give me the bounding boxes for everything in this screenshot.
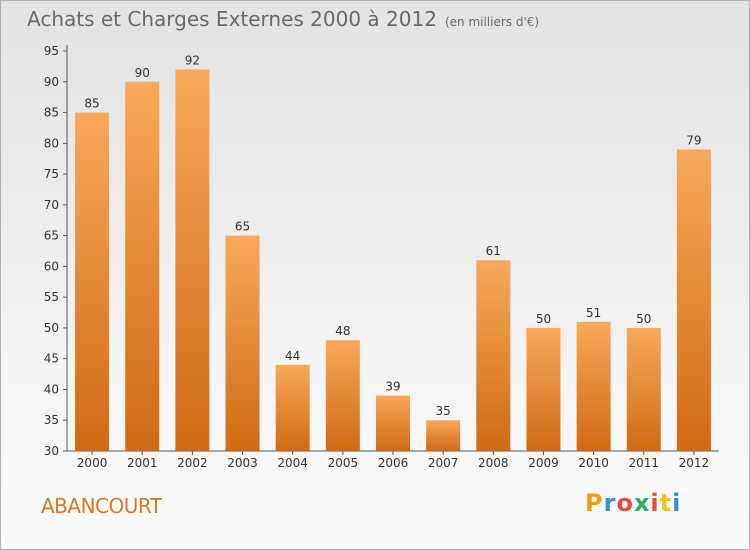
logo-letter: o: [616, 489, 634, 517]
y-tick-label: 65: [44, 229, 59, 243]
x-tick-label: 2001: [127, 456, 158, 470]
y-tick-label: 80: [44, 136, 59, 150]
logo-letter: x: [633, 489, 651, 517]
chart-bars: [75, 69, 711, 452]
x-tick-label: 2005: [328, 456, 359, 470]
bar-2009: [526, 327, 561, 451]
x-tick-label: 2012: [679, 456, 710, 470]
y-tick-label: 55: [44, 290, 59, 304]
y-tick-label: 50: [44, 321, 59, 335]
x-tick-label: 2011: [628, 456, 659, 470]
bar-2007: [426, 420, 461, 451]
chart-labels: 85 2000 90 2001 92 2002 65 2003 44 2004 48 2005 39 20…: [77, 53, 709, 470]
bar-value-label: 50: [636, 312, 651, 326]
bar-2011: [626, 327, 661, 451]
x-tick-label: 2002: [177, 456, 208, 470]
bar-2006: [376, 395, 410, 451]
bar-value-label: 35: [436, 404, 451, 418]
bar-value-label: 48: [335, 324, 350, 338]
bar-value-label: 85: [84, 97, 99, 111]
chart-title-text: Achats et Charges Externes 2000 à 2012: [27, 7, 437, 31]
bar-2012: [676, 149, 711, 451]
logo-letter: i: [672, 489, 682, 517]
y-tick-label: 30: [44, 444, 59, 458]
bar-2010: [576, 321, 611, 451]
bar-2008: [476, 260, 511, 451]
bar-value-label: 61: [486, 244, 501, 258]
proxiti-logo: Proxiti: [585, 489, 681, 517]
bar-2003: [225, 235, 260, 451]
logo-letter: r: [603, 489, 617, 517]
bar-value-label: 39: [385, 380, 400, 394]
chart-subtitle: (en milliers d'€): [444, 15, 540, 29]
bar-value-label: 51: [586, 306, 601, 320]
bar-2000: [75, 112, 110, 452]
commune-name: ABANCOURT: [41, 494, 162, 518]
y-tick-label: 75: [44, 167, 59, 181]
bar-value-label: 50: [536, 312, 551, 326]
bar-value-label: 90: [135, 66, 150, 80]
y-tick-label: 35: [44, 413, 59, 427]
x-tick-label: 2003: [227, 456, 258, 470]
logo-letter: P: [585, 489, 604, 517]
x-tick-label: 2000: [77, 456, 108, 470]
logo-letter: i: [650, 489, 660, 517]
bar-value-label: 65: [235, 220, 250, 234]
y-tick-label: 45: [44, 352, 59, 366]
bar-2005: [325, 340, 360, 451]
logo-letter: t: [659, 489, 673, 517]
x-tick-label: 2004: [277, 456, 308, 470]
bar-value-label: 44: [285, 349, 300, 363]
y-tick-label: 60: [44, 259, 59, 273]
y-tick-label: 70: [44, 198, 59, 212]
bar-value-label: 92: [185, 53, 200, 67]
y-tick-label: 85: [44, 106, 59, 120]
x-tick-label: 2010: [578, 456, 609, 470]
x-tick-label: 2008: [478, 456, 509, 470]
bar-2002: [175, 69, 210, 451]
y-tick-label: 90: [44, 75, 59, 89]
bar-2001: [125, 81, 160, 452]
bar-value-label: 79: [686, 133, 701, 147]
x-tick-label: 2006: [378, 456, 409, 470]
x-tick-label: 2007: [428, 456, 459, 470]
chart-axes: 30 35 40 45 50 55 60 65 70 75 80 85 90 95: [44, 44, 719, 458]
bar-2004: [275, 364, 310, 451]
chart-title: Achats et Charges Externes 2000 à 2012 (e…: [27, 7, 539, 31]
x-tick-label: 2009: [528, 456, 559, 470]
y-tick-label: 40: [44, 382, 59, 396]
y-tick-label: 95: [44, 44, 59, 58]
